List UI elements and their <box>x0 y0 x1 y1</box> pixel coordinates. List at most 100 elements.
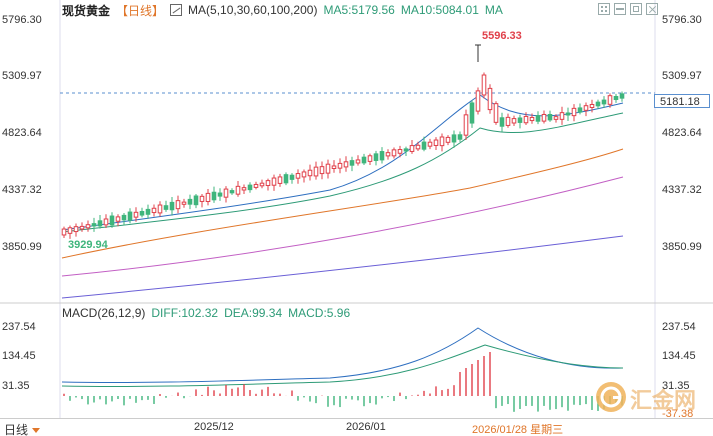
left-axis-label: 4823.64 <box>2 127 42 139</box>
candle <box>403 148 409 152</box>
macd-dea-line <box>61 344 624 388</box>
candle <box>451 134 457 143</box>
candle <box>337 162 343 169</box>
candle <box>253 183 259 188</box>
candle <box>295 173 301 179</box>
macd-axis-label: 134.45 <box>2 350 36 362</box>
chart-toolbar <box>598 3 658 15</box>
ma-settings-icon[interactable] <box>170 4 183 16</box>
chart-header: 现货黄金 【日线】 MA(5,10,30,60,100,200) MA5:517… <box>62 2 503 18</box>
macd-bar <box>309 396 311 402</box>
macd-bar <box>339 396 341 408</box>
right-axis-label: 4823.64 <box>662 127 702 139</box>
macd-right-axis-label: 134.45 <box>662 350 696 362</box>
macd-bar <box>129 396 131 399</box>
macd-bar <box>351 396 353 400</box>
candle <box>457 134 463 140</box>
macd-bar <box>267 386 269 396</box>
ma60-line <box>61 176 624 277</box>
period-selector[interactable]: 日线 <box>4 421 41 436</box>
candle <box>523 115 529 124</box>
candle <box>379 151 385 161</box>
macd-bar <box>549 396 551 410</box>
macd-right-axis-label: 31.35 <box>662 380 690 392</box>
ma10-value: MA10:5084.01 <box>400 3 479 17</box>
macd-bar <box>483 356 485 396</box>
candle <box>103 218 109 226</box>
candle <box>409 145 415 152</box>
macd-bar <box>447 388 449 396</box>
macd-bar <box>357 396 359 401</box>
candle <box>511 118 517 124</box>
macd-bar <box>435 386 437 396</box>
candle <box>79 225 85 230</box>
right-axis-label: 5796.30 <box>662 14 702 26</box>
left-axis-label: 5309.97 <box>2 70 42 82</box>
macd-bar <box>489 352 491 396</box>
macd-name[interactable]: MACD(26,12,9) <box>62 306 146 320</box>
macd-bar <box>345 396 347 399</box>
candle <box>193 195 199 206</box>
ma-params[interactable]: MA(5,10,30,60,100,200) <box>188 3 318 17</box>
candle <box>601 99 607 105</box>
macd-diff-line <box>61 327 624 384</box>
candle <box>331 165 337 169</box>
candle <box>463 114 469 136</box>
macd-bar <box>555 396 557 410</box>
macd-bar <box>135 396 137 403</box>
left-axis-label: 3850.99 <box>2 241 42 253</box>
grid-icon[interactable] <box>598 3 610 15</box>
macd-bar <box>231 388 233 396</box>
macd-dea: DEA:99.34 <box>224 306 283 320</box>
macd-bar <box>333 396 335 406</box>
candle <box>595 101 601 107</box>
macd-bar <box>117 396 119 400</box>
close-icon[interactable] <box>646 3 658 15</box>
maximize-icon[interactable] <box>630 3 642 15</box>
macd-bar <box>561 396 563 408</box>
candle <box>163 205 169 210</box>
macd-bar <box>471 364 473 396</box>
instrument-title: 现货黄金 <box>62 3 111 18</box>
candle <box>211 191 217 201</box>
period-label[interactable]: 【日线】 <box>116 3 165 18</box>
macd-bar <box>69 396 71 401</box>
ma-more: MA <box>484 3 503 17</box>
macd-bar <box>201 394 203 396</box>
candle <box>571 107 577 117</box>
candle <box>547 113 553 121</box>
candle <box>415 144 421 150</box>
macd-bar <box>75 396 77 398</box>
candle <box>619 93 625 99</box>
candle <box>367 155 373 162</box>
macd-bar <box>411 395 413 396</box>
candle <box>217 192 223 197</box>
macd-value: MACD:5.96 <box>288 306 351 320</box>
macd-bar <box>399 392 401 396</box>
candle <box>475 90 481 112</box>
watermark-icon <box>596 382 626 412</box>
macd-bar <box>375 396 377 405</box>
candle <box>169 201 175 211</box>
candle <box>529 116 535 122</box>
candle <box>373 153 379 161</box>
minimize-icon[interactable] <box>614 3 626 15</box>
macd-bar <box>99 396 101 400</box>
candle <box>505 116 511 126</box>
candle <box>241 187 247 191</box>
candle <box>199 195 205 202</box>
macd-bar <box>123 396 125 406</box>
macd-bar <box>573 396 575 405</box>
macd-bar <box>159 394 161 396</box>
date-label: 2026/01 <box>346 421 386 433</box>
macd-bar <box>273 393 275 396</box>
candle <box>61 228 67 236</box>
candle <box>223 188 229 198</box>
candle <box>385 152 391 157</box>
macd-bar <box>417 394 419 396</box>
ma5-value: MA5:5179.56 <box>323 3 395 17</box>
macd-bar <box>585 396 587 405</box>
macd-bar <box>459 372 461 396</box>
macd-bar <box>237 387 239 396</box>
